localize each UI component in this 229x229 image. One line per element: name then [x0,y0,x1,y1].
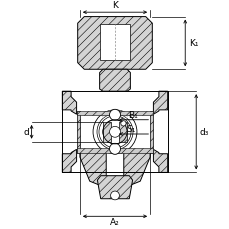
Polygon shape [109,111,110,115]
Polygon shape [120,111,122,115]
Polygon shape [153,150,167,173]
Polygon shape [97,176,132,199]
Polygon shape [115,110,116,114]
Polygon shape [76,112,79,153]
Polygon shape [113,110,114,114]
Circle shape [109,144,120,155]
Text: A₂: A₂ [110,218,119,226]
Polygon shape [101,115,104,118]
Polygon shape [99,70,130,92]
Polygon shape [62,92,76,115]
Circle shape [109,127,120,138]
Polygon shape [121,112,123,116]
Text: K: K [112,1,117,10]
Polygon shape [123,153,150,188]
Circle shape [103,120,126,144]
Polygon shape [79,153,106,188]
Polygon shape [153,92,167,115]
Polygon shape [117,111,119,115]
Polygon shape [112,110,113,114]
Text: B₁: B₁ [127,110,137,119]
Circle shape [120,121,125,126]
Polygon shape [118,122,126,142]
Polygon shape [123,113,126,117]
Polygon shape [77,17,152,70]
Polygon shape [119,111,120,115]
Polygon shape [76,112,153,116]
Text: d₃: d₃ [199,128,208,137]
Polygon shape [116,110,117,114]
Polygon shape [150,112,153,153]
Polygon shape [102,114,104,118]
Polygon shape [107,111,109,115]
Text: S₁: S₁ [126,124,136,133]
Circle shape [109,110,120,121]
Polygon shape [122,112,125,116]
Polygon shape [103,113,106,117]
Polygon shape [76,149,153,153]
Text: K₁: K₁ [188,39,198,48]
Polygon shape [125,115,128,118]
Text: d: d [24,128,29,137]
Bar [99,25,130,61]
Polygon shape [103,122,111,142]
Polygon shape [62,150,76,173]
Polygon shape [110,111,112,115]
Circle shape [110,191,119,200]
Circle shape [98,116,131,148]
Polygon shape [104,112,107,116]
Polygon shape [125,114,127,118]
Polygon shape [106,112,108,116]
Circle shape [93,110,136,154]
